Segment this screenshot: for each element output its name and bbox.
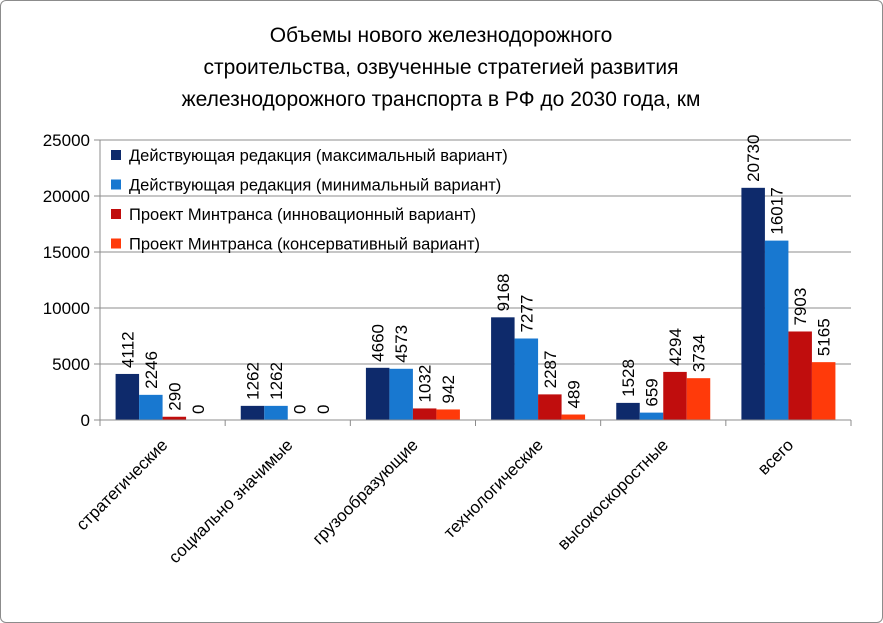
data-label: 659 bbox=[643, 378, 662, 406]
bar bbox=[436, 409, 460, 420]
chart-title-line-3: железнодорожного транспорта в РФ до 2030… bbox=[182, 88, 701, 111]
data-label: 4112 bbox=[118, 331, 137, 368]
y-tick-label: 5000 bbox=[52, 355, 90, 374]
bar bbox=[514, 338, 539, 420]
data-label: 7277 bbox=[517, 295, 536, 333]
data-label: 20730 bbox=[744, 135, 763, 182]
bar bbox=[811, 362, 836, 420]
bar bbox=[538, 394, 562, 420]
gridlines bbox=[100, 139, 851, 365]
y-tick-label: 25000 bbox=[43, 131, 90, 150]
y-tick-label: 15000 bbox=[43, 243, 90, 262]
y-tick-label: 0 bbox=[81, 411, 90, 430]
data-label: 1262 bbox=[267, 362, 286, 400]
data-label: 0 bbox=[314, 405, 333, 414]
data-label: 0 bbox=[189, 405, 208, 414]
bar bbox=[741, 187, 765, 420]
bar bbox=[389, 368, 413, 420]
bar bbox=[264, 405, 288, 420]
data-label: 7903 bbox=[791, 288, 810, 326]
y-axis: 0 5000 10000 15000 20000 25000 bbox=[43, 131, 101, 430]
bar bbox=[616, 402, 640, 420]
data-label: 290 bbox=[165, 382, 184, 410]
y-tick-label: 20000 bbox=[43, 187, 90, 206]
data-label: 2287 bbox=[541, 351, 560, 389]
bar bbox=[365, 367, 390, 420]
data-label: 9168 bbox=[494, 273, 513, 311]
data-label: 4573 bbox=[392, 325, 411, 363]
chart-title-line-1: Объемы нового железнодорожного bbox=[270, 24, 613, 47]
data-label: 1032 bbox=[416, 365, 435, 403]
bar bbox=[639, 412, 664, 420]
bar bbox=[686, 378, 711, 420]
category-label: стратегические bbox=[73, 435, 172, 534]
bar bbox=[764, 240, 789, 420]
bar bbox=[561, 414, 586, 420]
data-label: 1262 bbox=[244, 362, 263, 400]
legend: Действующая редакция (максимальный вариа… bbox=[111, 147, 508, 254]
y-tick-label: 10000 bbox=[43, 299, 90, 318]
bar bbox=[162, 416, 187, 420]
data-label: 1528 bbox=[619, 359, 638, 397]
legend-swatch bbox=[111, 179, 121, 190]
data-label: 3734 bbox=[690, 334, 709, 372]
legend-label: Проект Минтранса (консервативный вариант… bbox=[129, 236, 480, 254]
legend-label: Действующая редакция (минимальный вариан… bbox=[129, 177, 501, 195]
legend-label: Действующая редакция (максимальный вариа… bbox=[129, 147, 508, 165]
chart-title-line-2: строительства, озвученные стратегией раз… bbox=[204, 56, 679, 79]
data-label: 489 bbox=[564, 380, 583, 408]
bar bbox=[412, 408, 437, 420]
bar bbox=[788, 331, 812, 420]
data-label: 0 bbox=[291, 405, 310, 414]
data-label: 942 bbox=[439, 375, 458, 403]
data-label: 2246 bbox=[142, 351, 161, 389]
legend-swatch bbox=[111, 238, 121, 249]
category-label: высокоскоростные bbox=[554, 435, 672, 553]
legend-swatch bbox=[111, 209, 121, 219]
legend-label: Проект Минтранса (инновационный вариант) bbox=[129, 206, 476, 224]
bar bbox=[115, 373, 140, 420]
data-label: 5165 bbox=[815, 318, 834, 356]
data-label: 4660 bbox=[369, 324, 388, 362]
category-label: технологические bbox=[440, 435, 547, 542]
data-label: 4294 bbox=[666, 328, 685, 366]
legend-swatch bbox=[111, 150, 121, 160]
category-label: грузообразующие bbox=[309, 435, 422, 548]
chart-title: Объемы нового железнодорожного строитель… bbox=[182, 24, 701, 111]
category-label: социально значимые bbox=[165, 435, 297, 567]
bar bbox=[240, 405, 265, 420]
bar bbox=[139, 394, 163, 420]
data-label: 16017 bbox=[768, 187, 787, 234]
bar bbox=[663, 371, 687, 420]
bar bbox=[491, 317, 515, 420]
category-label: всего bbox=[754, 435, 797, 478]
bars bbox=[115, 187, 836, 420]
